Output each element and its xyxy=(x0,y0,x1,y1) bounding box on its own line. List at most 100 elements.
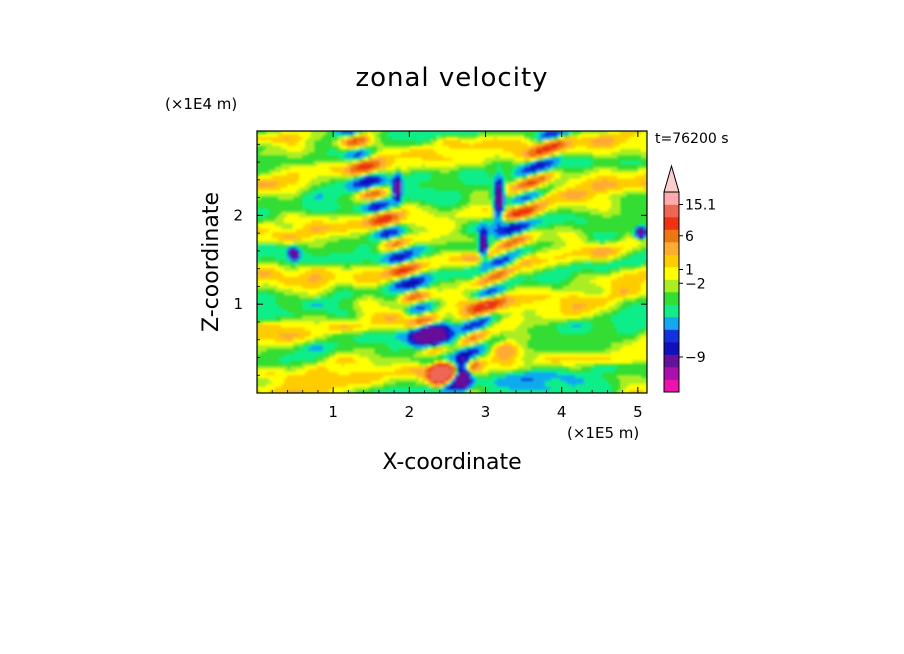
field-cell xyxy=(581,139,585,144)
field-cell xyxy=(341,190,345,195)
field-cell xyxy=(620,139,624,144)
field-cell xyxy=(257,238,261,242)
field-cell xyxy=(548,154,552,159)
field-cell xyxy=(581,145,585,150)
field-cell xyxy=(293,262,297,266)
field-cell xyxy=(593,190,597,195)
field-cell xyxy=(401,264,405,269)
field-cell xyxy=(503,148,507,153)
field-cell xyxy=(455,238,459,242)
field-cell xyxy=(305,136,309,141)
field-cell xyxy=(476,157,480,162)
field-cell xyxy=(599,145,603,150)
field-cell xyxy=(554,229,558,233)
field-cell xyxy=(527,172,531,177)
field-cell xyxy=(641,136,645,141)
field-cell xyxy=(293,145,297,150)
field-cell xyxy=(566,253,570,257)
field-cell xyxy=(509,217,513,221)
field-cell xyxy=(302,163,306,168)
field-cell xyxy=(566,187,570,192)
field-cell xyxy=(374,178,378,183)
field-cell xyxy=(362,253,366,257)
field-cell xyxy=(278,133,282,138)
field-cell xyxy=(632,262,636,266)
field-cell xyxy=(395,193,399,198)
field-cell xyxy=(569,148,573,153)
field-cell xyxy=(497,148,501,153)
field-cell xyxy=(596,136,600,141)
field-cell xyxy=(263,226,267,230)
field-cell xyxy=(413,172,417,177)
field-cell xyxy=(560,241,564,245)
field-cell xyxy=(521,199,525,204)
field-cell xyxy=(272,142,276,147)
field-cell xyxy=(413,235,417,239)
field-cell xyxy=(635,178,639,183)
field-cell xyxy=(377,259,381,263)
field-cell xyxy=(434,163,438,168)
field-cell xyxy=(584,178,588,183)
field-cell xyxy=(437,226,441,230)
field-cell xyxy=(356,133,360,138)
field-cell xyxy=(305,166,309,171)
field-cell xyxy=(398,163,402,168)
field-cell xyxy=(332,253,336,257)
field-cell xyxy=(338,133,342,138)
field-cell xyxy=(503,247,507,251)
field-cell xyxy=(479,247,483,251)
field-cell xyxy=(575,244,579,248)
field-cell xyxy=(542,262,546,266)
field-cell xyxy=(380,270,384,275)
field-cell xyxy=(362,211,366,215)
field-cell xyxy=(293,178,297,183)
field-cell xyxy=(473,202,477,207)
field-cell xyxy=(575,148,579,153)
field-cell xyxy=(380,193,384,198)
field-cell xyxy=(356,250,360,254)
field-cell xyxy=(473,142,477,147)
field-cell xyxy=(497,133,501,138)
field-cell xyxy=(407,244,411,248)
field-cell xyxy=(269,139,273,144)
field-cell xyxy=(584,196,588,201)
field-cell xyxy=(362,267,366,272)
field-cell xyxy=(596,151,600,156)
field-cell xyxy=(641,169,645,174)
field-cell xyxy=(350,264,354,269)
field-cell xyxy=(386,193,390,198)
field-cell xyxy=(326,169,330,174)
field-cell xyxy=(494,259,498,263)
field-cell xyxy=(482,256,486,260)
field-cell xyxy=(347,136,351,141)
field-cell xyxy=(278,217,282,221)
field-cell xyxy=(362,131,366,135)
field-cell xyxy=(425,229,429,233)
field-cell xyxy=(407,220,411,224)
field-cell xyxy=(515,145,519,150)
field-cell xyxy=(527,169,531,174)
field-cell xyxy=(446,157,450,162)
field-cell xyxy=(308,217,312,221)
field-cell xyxy=(314,226,318,230)
field-cell xyxy=(389,253,393,257)
field-cell xyxy=(257,276,261,281)
field-cell xyxy=(536,166,540,171)
field-cell xyxy=(365,229,369,233)
field-cell xyxy=(395,202,399,207)
field-cell xyxy=(347,151,351,156)
field-cell xyxy=(455,220,459,224)
field-cell xyxy=(542,166,546,171)
field-cell xyxy=(263,208,267,212)
field-cell xyxy=(587,136,591,141)
field-cell xyxy=(356,131,360,135)
field-cell xyxy=(638,148,642,153)
field-cell xyxy=(494,253,498,257)
field-cell xyxy=(470,199,474,204)
field-cell xyxy=(272,241,276,245)
field-cell xyxy=(395,270,399,275)
field-cell xyxy=(608,169,612,174)
field-cell xyxy=(605,199,609,204)
field-cell xyxy=(503,181,507,186)
field-cell xyxy=(542,145,546,150)
